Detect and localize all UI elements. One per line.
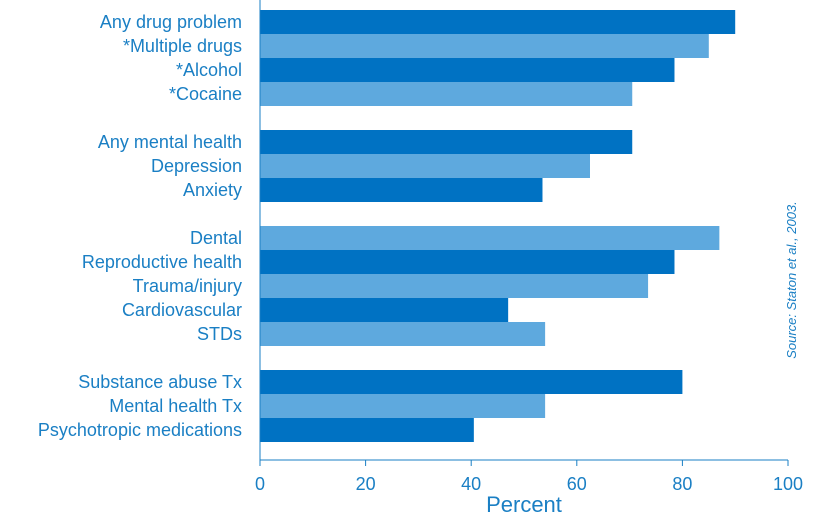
- category-label: Any drug problem: [100, 12, 242, 32]
- bar: [260, 58, 675, 82]
- category-label: Reproductive health: [82, 252, 242, 272]
- category-label: *Multiple drugs: [123, 36, 242, 56]
- category-label: Cardiovascular: [122, 300, 242, 320]
- x-tick-label: 0: [255, 474, 265, 494]
- x-tick-label: 80: [672, 474, 692, 494]
- category-label: Depression: [151, 156, 242, 176]
- x-axis-title: Percent: [486, 492, 562, 517]
- bar: [260, 34, 709, 58]
- category-labels: Any drug problem *Multiple drugs *Alcohol *…: [38, 12, 242, 440]
- bar: [260, 418, 474, 442]
- x-tick-label: 100: [773, 474, 803, 494]
- category-label: *Alcohol: [176, 60, 242, 80]
- bar: [260, 226, 720, 250]
- bar: [260, 250, 675, 274]
- bar: [260, 370, 683, 394]
- bar: [260, 322, 546, 346]
- x-tick-label: 40: [461, 474, 481, 494]
- category-label: Any mental health: [98, 132, 242, 152]
- category-label: Mental health Tx: [109, 396, 242, 416]
- category-label: Dental: [190, 228, 242, 248]
- bar: [260, 298, 509, 322]
- category-label: Trauma/injury: [133, 276, 242, 296]
- category-label: STDs: [197, 324, 242, 344]
- bar: [260, 394, 546, 418]
- bar: [260, 82, 633, 106]
- bar: [260, 154, 590, 178]
- bar: [260, 130, 633, 154]
- x-tick-label: 20: [356, 474, 376, 494]
- x-ticks: 0 20 40 60 80 100: [255, 460, 803, 494]
- category-label: Substance abuse Tx: [78, 372, 242, 392]
- bar: [260, 10, 736, 34]
- bar: [260, 274, 649, 298]
- source-note: Source: Staton et al., 2003.: [784, 201, 799, 359]
- bars-layer: [260, 10, 736, 442]
- bar: [260, 178, 543, 202]
- x-tick-label: 60: [567, 474, 587, 494]
- category-label: Anxiety: [183, 180, 242, 200]
- category-label: *Cocaine: [169, 84, 242, 104]
- category-label: Psychotropic medications: [38, 420, 242, 440]
